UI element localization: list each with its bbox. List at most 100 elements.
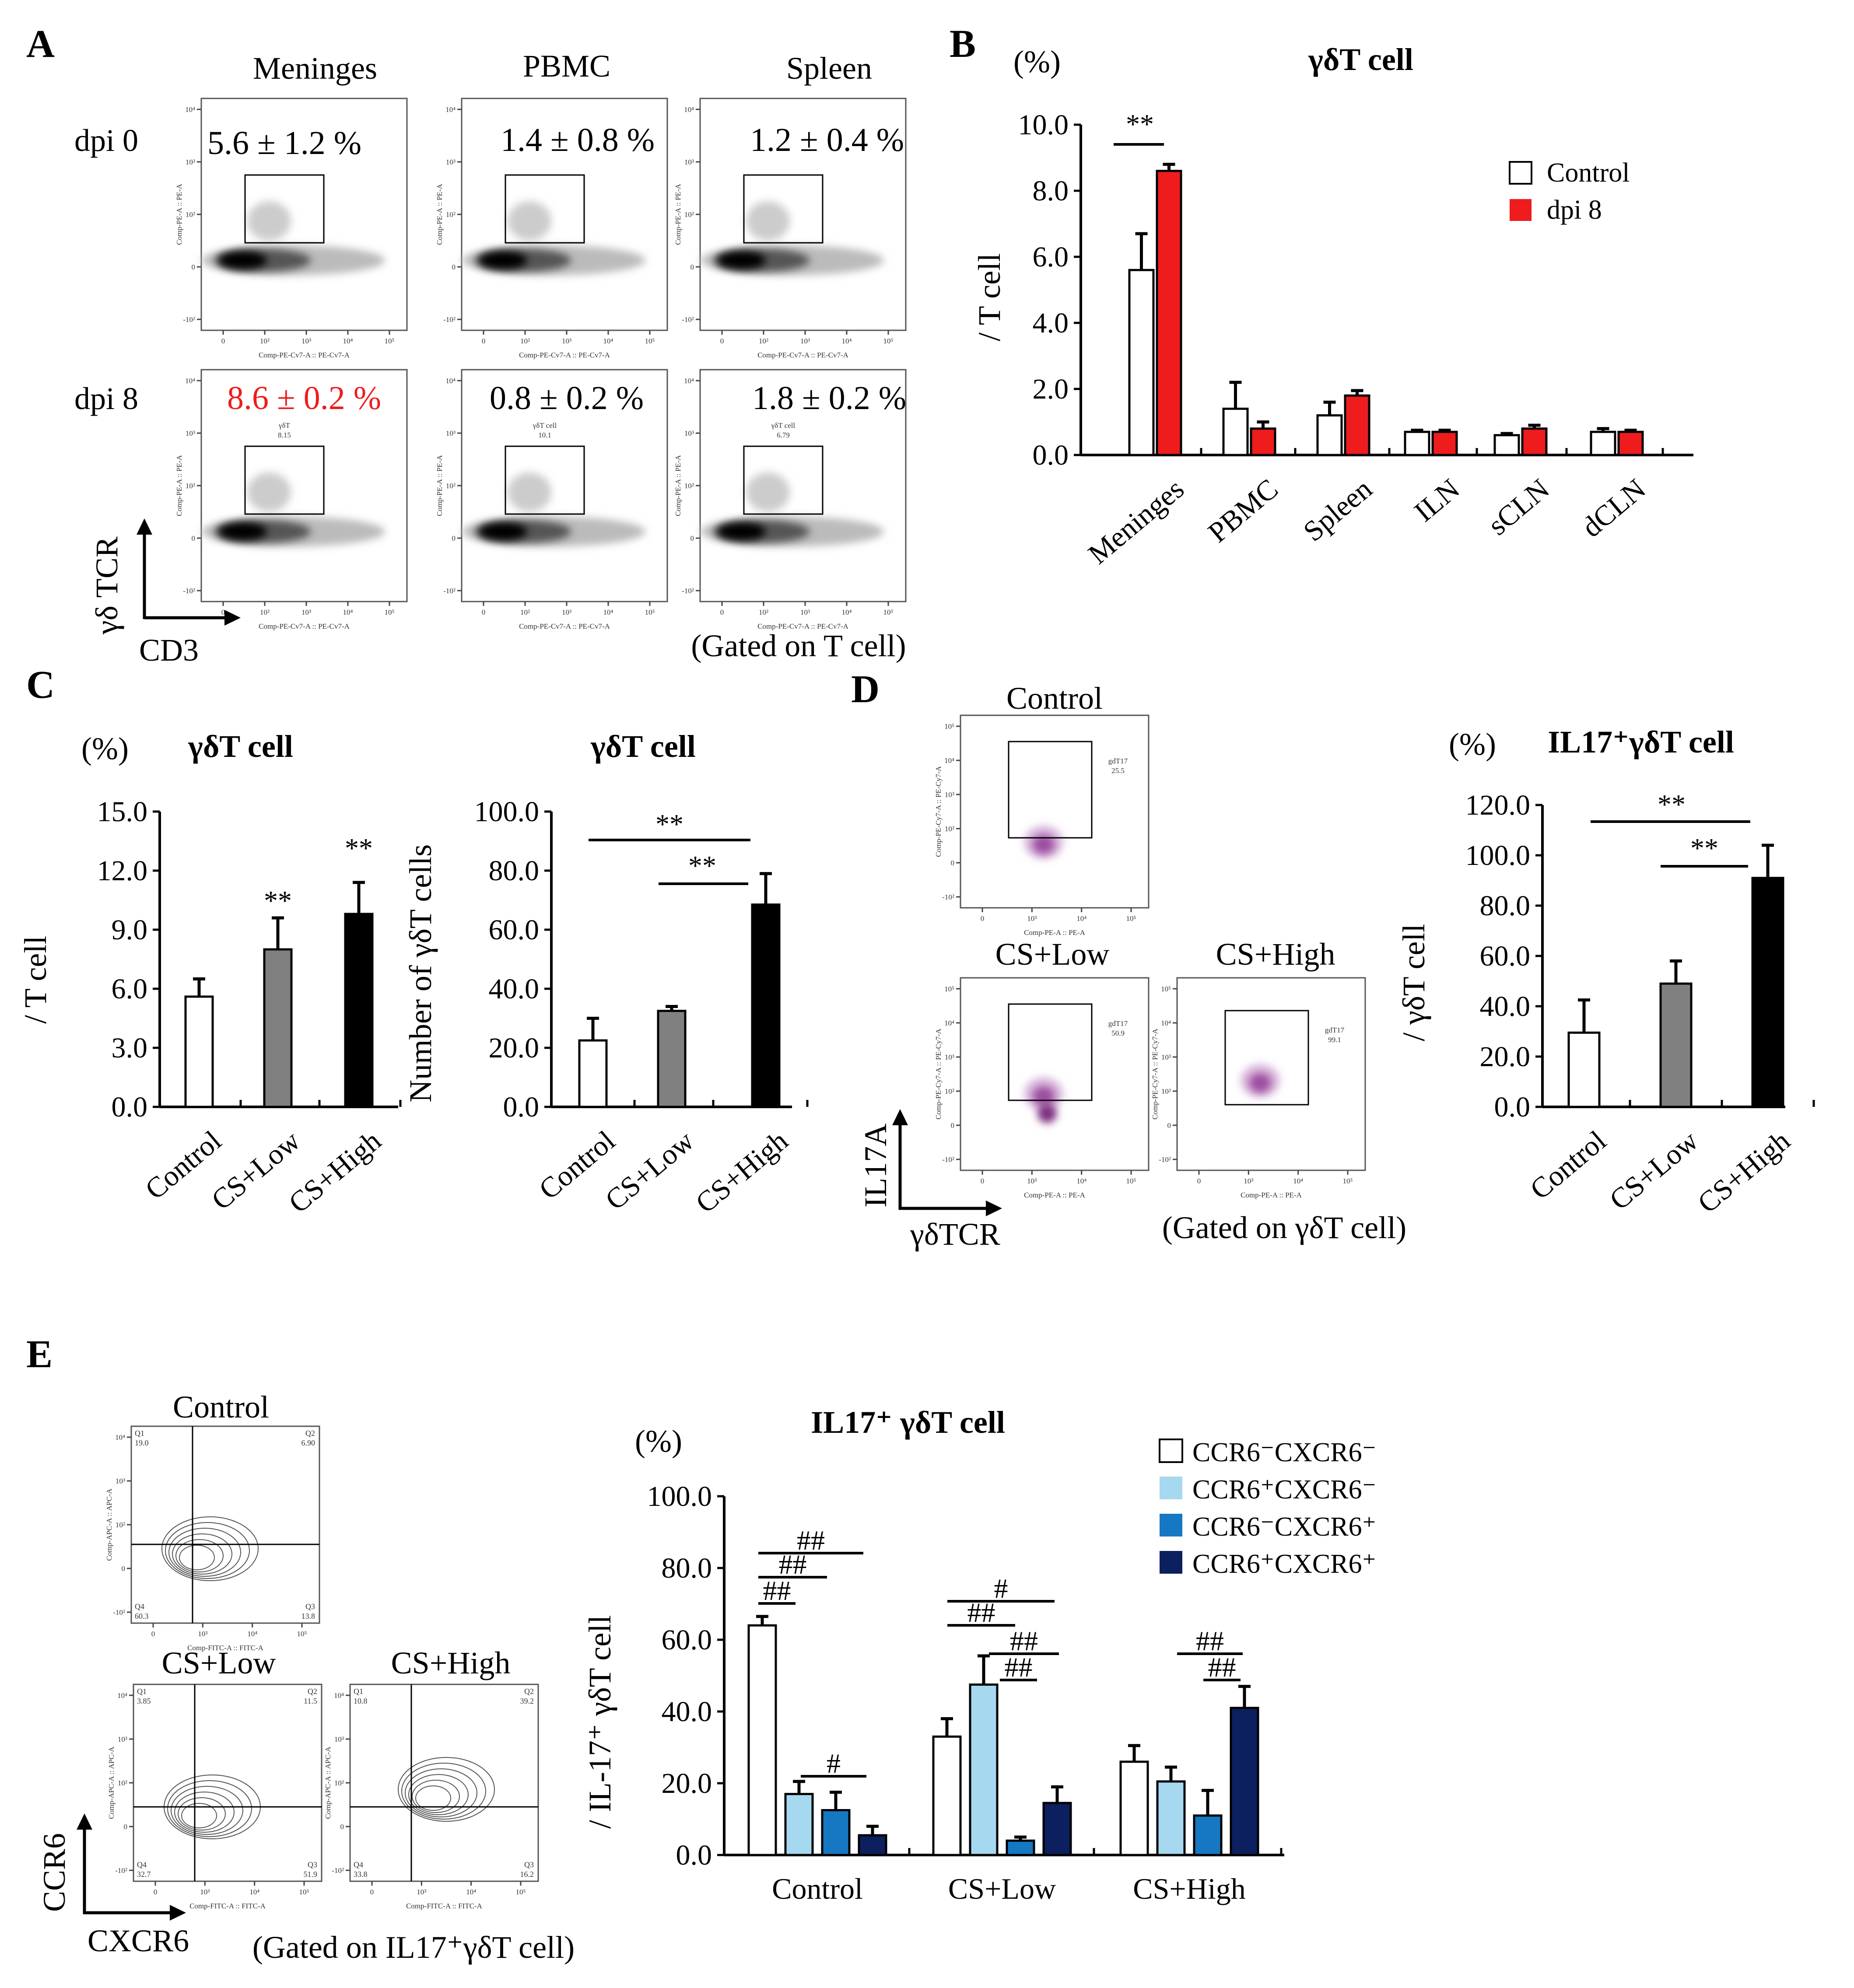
panel-d-plot-1-ytick-label: 10⁴ <box>944 1019 954 1027</box>
panel-a-plot-0-0-ytick-label: 0 <box>192 263 196 271</box>
panel-e-legend-4: CCR6⁺CXCR6⁺ <box>1192 1549 1376 1579</box>
panel-a-plot-0-1-ytick-label: 0 <box>452 263 456 271</box>
panel-d-plot-1-ytick-label: 10² <box>945 1087 954 1096</box>
panel-d-plot-1-xlabel: Comp-PE-A :: PE-A <box>1024 1191 1086 1199</box>
panel-a-plot-0-2-xtick-label: 10⁵ <box>883 337 894 345</box>
panel-d-plot-2-ytick-label: 10⁵ <box>1161 985 1171 993</box>
panel-a-plot-1-0-xtick-label: 10⁴ <box>343 608 353 616</box>
panel-b-xtick-label: Meninges <box>1082 473 1190 570</box>
panel-a-plot-0-0-xlabel: Comp-PE-Cv7-A :: PE-Cv7-A <box>259 351 350 359</box>
panel-e-plot-2-contour-2 <box>408 1774 469 1815</box>
panel-a-plot-1-2-xtick-label: 10⁴ <box>842 608 852 616</box>
panel-c-ylabel-left: / T cell <box>18 936 53 1024</box>
panel-e-plot-1-xtick-label: 10³ <box>200 1888 210 1896</box>
panel-e-plot-0-xtick-label: 10³ <box>198 1630 207 1638</box>
panel-b-bar-0-1 <box>1156 170 1182 456</box>
panel-c-right-xtick-label: CS+Low <box>599 1124 700 1216</box>
panel-e-bar-2-3 <box>1230 1707 1259 1856</box>
panel-d-ytick-label: 40.0 <box>1480 990 1531 1022</box>
panel-a-plot-0-2-density-tcr <box>746 201 790 241</box>
panel-d-ytick-label: 100.0 <box>1465 840 1531 872</box>
panel-e-plot-title-control: Control <box>173 1390 269 1424</box>
panel-a-plot-0-1-ytick-label: 10² <box>446 210 456 219</box>
panel-a-flow-plots: 0 10² 10³ 10⁴ 10⁵ 10⁴ 10³ 10² 0 -10² Comp-PE-Cv7-A… <box>175 98 907 630</box>
panel-a-plot-1-2-gate-value: 6.79 <box>777 431 790 439</box>
panel-d-plot-0-frame <box>960 714 1150 909</box>
panel-d-plot-2-xtick-label: 10³ <box>1244 1177 1253 1185</box>
panel-d-plot-1-ylabel: Comp-PE-Cy7-A :: PE-Cy7-A <box>934 1028 943 1120</box>
panel-b-ytick-label: 0.0 <box>1033 439 1069 471</box>
panel-e-plot-2-q2: Q2 <box>524 1687 534 1696</box>
panel-d-bar-1-0 <box>1659 982 1693 1108</box>
panel-a-plot-1-0-xtick-label: 10³ <box>301 608 311 616</box>
panel-e-plot-0-xlabel: Comp-FITC-A :: FITC-A <box>187 1644 264 1652</box>
panel-a-plot-1-1-ylabel: Comp-PE-A :: PE-A <box>435 455 444 516</box>
panel-a-plot-1-2-xtick-label: 10⁵ <box>883 608 894 616</box>
panel-a-plot-0-0-gate <box>244 174 325 244</box>
panel-c-left-ytick-label: 6.0 <box>112 973 148 1005</box>
panel-e-sig-label-9: ## <box>1208 1652 1236 1683</box>
panel-e-plot-2-q3-value: 16.2 <box>520 1870 534 1879</box>
panel-a-plot-1-0-ytick-label: 10³ <box>186 429 195 438</box>
panel-e-sig-label-6: ## <box>1010 1625 1038 1656</box>
panel-a-plot-1-2-ytick-label: 0 <box>690 534 694 542</box>
panel-a-plot-0-1-xtick-label: 10³ <box>562 337 571 345</box>
panel-a-plot-0-1-xtick-label: 10⁵ <box>645 337 655 345</box>
panel-e-plot-2-q4: Q4 <box>354 1860 363 1869</box>
panel-e-plot-0-xtick-label: 0 <box>151 1630 155 1638</box>
panel-a-plot-0-1-ylabel: Comp-PE-A :: PE-A <box>435 183 444 245</box>
panel-d-unit: (%) <box>1449 727 1496 762</box>
panel-a-plot-1-0-gate-value: 8.15 <box>278 431 291 439</box>
panel-b-xtick-label: dCLN <box>1576 473 1651 544</box>
panel-b-ytick-label: 8.0 <box>1033 175 1069 207</box>
panel-a-column-spleen: Spleen <box>786 51 872 86</box>
panel-d-plot-0-ytick-label: 10³ <box>945 791 954 799</box>
panel-e-plot-0-contour-2 <box>172 1533 232 1575</box>
panel-e-plot-1-ytick-label: 0 <box>124 1823 128 1831</box>
panel-e-plot-0-q3: Q3 <box>305 1602 315 1611</box>
panel-a-plot-0-2-ylabel: Comp-PE-A :: PE-A <box>674 183 682 245</box>
panel-e-plot-0-q2-value: 6.90 <box>301 1438 315 1447</box>
panel-d-xtick-label: CS+High <box>1692 1125 1796 1220</box>
panel-c-left-xtick-label: CS+High <box>283 1125 387 1220</box>
panel-e-plot-2-ytick-label: 10² <box>334 1779 344 1787</box>
panel-e-plot-2-q1-value: 10.8 <box>354 1697 368 1705</box>
panel-a-plot-1-1-frame <box>461 369 668 602</box>
panel-d-plot-1-gate-name: gdT17 <box>1108 1019 1128 1028</box>
panel-c-right-bar-2-0 <box>751 903 781 1108</box>
panel-a-plot-1-0-ytick-label: 10² <box>186 482 195 490</box>
panel-a-column-meninges: Meninges <box>253 51 377 86</box>
panel-c-left-ytick-label: 9.0 <box>112 914 148 946</box>
panel-e-plot-2-q4-value: 33.8 <box>354 1870 368 1879</box>
panel-a-plot-1-2-gate-name: γδT cell <box>771 421 796 430</box>
panel-a-plot-0-2-xlabel: Comp-PE-Cv7-A :: PE-Cv7-A <box>757 351 849 359</box>
panel-d-plot-2-gate <box>1224 1010 1309 1106</box>
panel-label-e: E <box>26 1333 53 1376</box>
panel-a-plot-0-0-density-core <box>219 252 267 269</box>
panel-e-plot-0-ytick-label: 10³ <box>116 1477 125 1485</box>
panel-e-bar-1-1 <box>969 1684 999 1856</box>
panel-d-plot-2-ytick-label: 10³ <box>1161 1053 1171 1061</box>
panel-d-plot-2-gate-value: 99.1 <box>1328 1036 1341 1044</box>
panel-d-ytick-label: 60.0 <box>1480 940 1531 972</box>
panel-e-plot-1-q2: Q2 <box>308 1687 317 1696</box>
panel-d-ytick-label: 20.0 <box>1480 1041 1531 1073</box>
panel-c-right-ytick-label: 100.0 <box>474 796 540 828</box>
panel-a-column-pbmc: PBMC <box>523 49 610 84</box>
panel-c-right-ytick-label: 20.0 <box>489 1032 540 1064</box>
panel-e-plot-0-ytick-label: 10⁴ <box>115 1433 125 1442</box>
panel-e-legend-swatch-1 <box>1159 1438 1183 1463</box>
panel-e-bar-1-2 <box>1006 1839 1035 1856</box>
panel-d-plot-1-ytick-label: 10⁵ <box>944 985 954 993</box>
panel-c-right-bar-1-0 <box>657 1010 687 1108</box>
panel-a-plot-1-0-xtick-label: 10² <box>260 608 270 616</box>
panel-e-sig-label-8: ## <box>1196 1625 1224 1656</box>
panel-e-plot-2-ytick-label: 10³ <box>334 1735 344 1743</box>
panel-d-plot-0-ylabel: Comp-PE-Cy7-A :: PE-Cy7-A <box>934 766 943 857</box>
panel-a-plot-0-1-ytick-label: 10⁴ <box>445 105 456 114</box>
panel-e-plot-0-q4-value: 60.3 <box>135 1612 149 1620</box>
panel-b-xtick-label: ILN <box>1408 473 1465 528</box>
panel-a-plot-0-2-frame <box>699 98 907 331</box>
panel-a-plot-0-1-ytick-label: 10³ <box>446 158 456 166</box>
panel-e-plot-0-q1-value: 19.0 <box>135 1438 149 1447</box>
